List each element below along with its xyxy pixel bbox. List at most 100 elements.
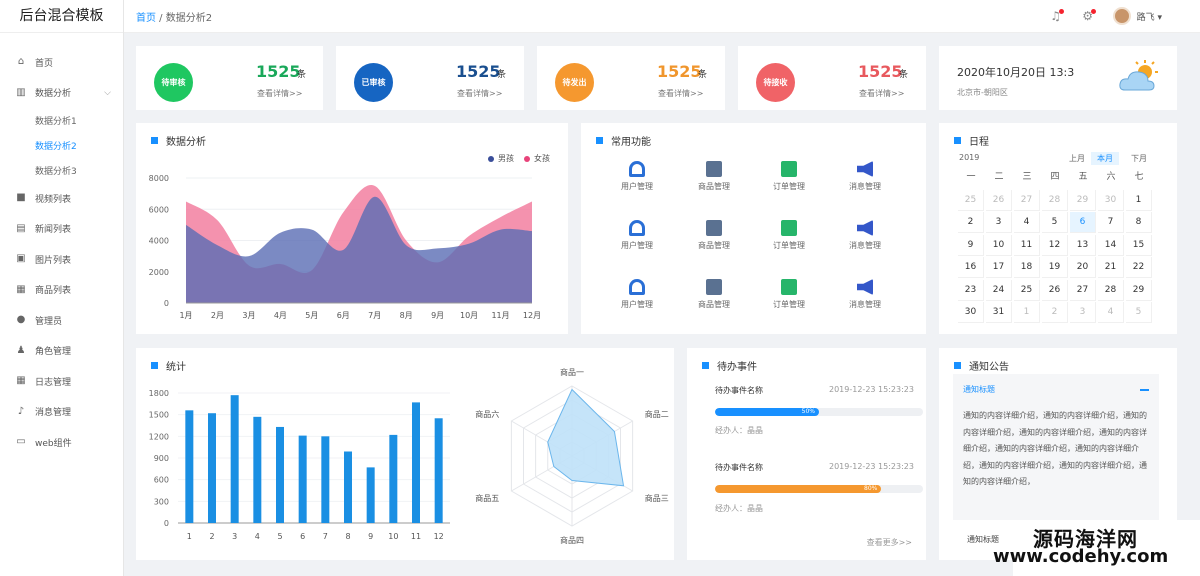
function-item-message-manage[interactable]: 消息管理 [835, 161, 895, 192]
calendar-day[interactable]: 1 [1014, 302, 1040, 323]
stat-unit: 条 [899, 70, 909, 80]
calendar-day[interactable]: 14 [1098, 234, 1124, 256]
sidebar-item-home[interactable]: ⌂ 首页 [0, 47, 123, 78]
sidebar-subitem-analysis1[interactable]: 数据分析1 [0, 108, 123, 133]
calendar-day[interactable]: 2 [958, 212, 984, 233]
calendar-day[interactable]: 24 [986, 279, 1012, 301]
calendar-day[interactable]: 30 [958, 302, 984, 323]
function-item-user-manage[interactable]: 用户管理 [607, 279, 667, 310]
calendar-day[interactable]: 1 [1126, 189, 1152, 211]
sidebar-item-roles[interactable]: ♟ 角色管理 [0, 336, 123, 367]
calendar-day[interactable]: 20 [1070, 257, 1096, 278]
notice-item-title[interactable]: 通知标题 [963, 385, 995, 394]
sidebar-item-products[interactable]: ▦ 商品列表 [0, 275, 123, 306]
settings-gear-icon[interactable]: ⚙ [1081, 9, 1096, 23]
calendar-day[interactable]: 19 [1042, 257, 1068, 278]
calendar-day[interactable]: 22 [1126, 257, 1152, 278]
sidebar-item-news[interactable]: ▤ 新闻列表 [0, 214, 123, 245]
function-item-user-manage[interactable]: 用户管理 [607, 161, 667, 192]
function-item-product-manage[interactable]: 商品管理 [684, 161, 744, 192]
legend-item-girls[interactable]: 女孩 [524, 153, 550, 164]
view-more-link[interactable]: 查看更多>> [866, 538, 912, 547]
calendar-day[interactable]: 12 [1042, 234, 1068, 256]
function-item-order-manage[interactable]: 订单管理 [759, 279, 819, 310]
panel-title: 数据分析 [151, 133, 206, 148]
calendar-day[interactable]: 15 [1126, 234, 1152, 256]
calendar-day[interactable]: 3 [986, 212, 1012, 233]
stat-detail-link[interactable]: 查看详情>> [859, 89, 905, 98]
calendar-day[interactable]: 21 [1098, 257, 1124, 278]
stat-detail-link[interactable]: 查看详情>> [257, 89, 303, 98]
notice-item-title[interactable]: 通知标题 [967, 535, 999, 544]
function-item-order-manage[interactable]: 订单管理 [759, 161, 819, 192]
calendar-day[interactable]: 13 [1070, 234, 1096, 256]
calendar-day[interactable]: 10 [986, 234, 1012, 256]
calendar-day[interactable]: 9 [958, 234, 984, 256]
legend-item-boys[interactable]: 男孩 [488, 153, 514, 164]
calendar-day[interactable]: 5 [1126, 302, 1152, 323]
sidebar-item-images[interactable]: ▣ 图片列表 [0, 244, 123, 275]
calendar-day[interactable]: 5 [1042, 212, 1068, 233]
sidebar-item-label: 商品列表 [35, 286, 72, 297]
calendar-day[interactable]: 29 [1126, 279, 1152, 301]
function-item-product-manage[interactable]: 商品管理 [684, 220, 744, 251]
function-item-message-manage[interactable]: 消息管理 [835, 220, 895, 251]
todo-item-name[interactable]: 待办事件名称 [715, 386, 763, 395]
breadcrumb-home[interactable]: 首页 [136, 12, 156, 24]
calendar-day[interactable]: 29 [1070, 189, 1096, 211]
calendar-day[interactable]: 25 [958, 189, 984, 211]
calendar-day[interactable]: 31 [986, 302, 1012, 323]
calendar-day[interactable]: 27 [1014, 189, 1040, 211]
stat-detail-link[interactable]: 查看详情>> [457, 89, 503, 98]
sidebar-item-messages[interactable]: ♪ 消息管理 [0, 397, 123, 428]
sidebar-subitem-analysis2[interactable]: 数据分析2 [0, 133, 123, 158]
function-item-user-manage[interactable]: 用户管理 [607, 220, 667, 251]
calendar-day[interactable]: 6 [1070, 212, 1096, 233]
sidebar-item-analysis[interactable]: ▥ 数据分析 ⌵ [0, 78, 123, 109]
calendar-day[interactable]: 18 [1014, 257, 1040, 278]
calendar-day[interactable]: 23 [958, 279, 984, 301]
calendar-day[interactable]: 3 [1070, 302, 1096, 323]
calendar-day[interactable]: 26 [986, 189, 1012, 211]
calendar-day[interactable]: 25 [1014, 279, 1040, 301]
calendar-day[interactable]: 7 [1098, 212, 1124, 233]
calendar-day[interactable]: 16 [958, 257, 984, 278]
function-item-message-manage[interactable]: 消息管理 [835, 279, 895, 310]
user-menu[interactable]: 路飞 ▾ [1136, 12, 1162, 23]
sidebar-item-video[interactable]: ■ 视频列表 [0, 183, 123, 214]
calendar-day[interactable]: 26 [1042, 279, 1068, 301]
notice-item-expanded[interactable]: 通知标题 通知的内容详细介绍，通知的内容详细介绍，通知的内容详细介绍，通知的内容… [953, 374, 1159, 520]
calendar-day[interactable]: 30 [1098, 189, 1124, 211]
notification-bell-icon[interactable]: ♫ [1049, 9, 1064, 23]
collapse-icon[interactable] [1140, 389, 1149, 391]
calendar-day[interactable]: 2 [1042, 302, 1068, 323]
function-item-product-manage[interactable]: 商品管理 [684, 279, 744, 310]
sidebar-item-logs[interactable]: ▦ 日志管理 [0, 366, 123, 397]
function-item-order-manage[interactable]: 订单管理 [759, 220, 819, 251]
todo-item-name[interactable]: 待办事件名称 [715, 463, 763, 472]
avatar[interactable] [1112, 7, 1131, 25]
calendar-day[interactable]: 4 [1098, 302, 1124, 323]
prev-month-button[interactable]: 上月 [1069, 154, 1085, 163]
stat-card-reviewed[interactable]: 已审核 1525 条 查看详情>> [336, 46, 524, 110]
calendar-day[interactable]: 4 [1014, 212, 1040, 233]
stat-detail-link[interactable]: 查看详情>> [658, 89, 704, 98]
current-month-button[interactable]: 本月 [1091, 152, 1119, 165]
calendar-day[interactable]: 28 [1098, 279, 1124, 301]
next-month-button[interactable]: 下月 [1131, 154, 1147, 163]
sidebar-subitem-analysis3[interactable]: 数据分析3 [0, 158, 123, 183]
calendar-day[interactable]: 8 [1126, 212, 1152, 233]
sidebar-item-admin[interactable]: ● 管理员 [0, 305, 123, 336]
sidebar-item-web[interactable]: ▭ web组件 [0, 427, 123, 458]
calendar-day[interactable]: 27 [1070, 279, 1096, 301]
calendar-day[interactable]: 17 [986, 257, 1012, 278]
topbar: 首页 / 数据分析2 ♫ ⚙ 路飞 ▾ [124, 0, 1200, 33]
stat-card-to-receive[interactable]: 待接收 1525 条 查看详情>> [738, 46, 926, 110]
calendar-day[interactable]: 11 [1014, 234, 1040, 256]
bar [276, 426, 284, 523]
function-item-label: 消息管理 [849, 300, 881, 309]
stat-card-pending-review[interactable]: 待审核 1525 条 查看详情>> [136, 46, 323, 110]
stat-card-to-send[interactable]: 待发出 1525 条 查看详情>> [537, 46, 725, 110]
calendar-day[interactable]: 28 [1042, 189, 1068, 211]
stat-unit: 条 [297, 70, 307, 80]
